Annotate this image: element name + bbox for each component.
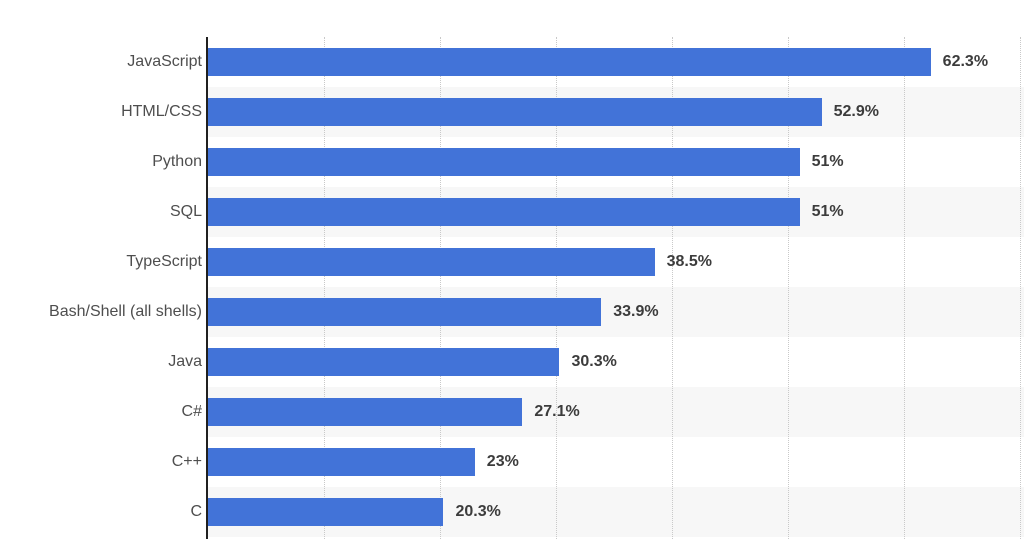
plot-area: 62.3% 52.9% 51% 51% 38.5% 33.9% 30.3% 27.1% 23% 2… (206, 37, 1024, 539)
gridlines-layer (208, 37, 1021, 539)
gridline-10pct (324, 37, 325, 539)
gridline-70pct (1020, 37, 1021, 539)
bar-row: 23% (208, 437, 1020, 487)
bar (208, 298, 602, 326)
bar (208, 198, 800, 226)
category-label: C# (181, 403, 202, 420)
bar-row: 51% (208, 137, 1020, 187)
value-label: 23% (486, 453, 519, 470)
bar-rows-layer: 62.3% 52.9% 51% 51% 38.5% 33.9% 30.3% 27.1% 23% 2… (208, 37, 1020, 539)
value-label: 38.5% (666, 253, 712, 270)
bar-row: 51% (208, 187, 1020, 237)
value-label: 51% (811, 153, 844, 170)
bar-row: 38.5% (208, 237, 1020, 287)
category-label: Java (168, 353, 202, 370)
value-label: 33.9% (613, 303, 659, 320)
value-label: 52.9% (833, 103, 879, 120)
gridline-20pct (440, 37, 441, 539)
value-label: 51% (811, 203, 844, 220)
category-label: Bash/Shell (all shells) (49, 303, 202, 320)
category-label: Python (152, 153, 202, 170)
bar (208, 398, 523, 426)
bar (208, 48, 931, 76)
category-label: C++ (171, 453, 202, 470)
bar-row: 30.3% (208, 337, 1020, 387)
gridline-40pct (672, 37, 673, 539)
value-label: 62.3% (942, 53, 989, 70)
category-label-column: JavaScript HTML/CSS Python SQL TypeScript Bas… (0, 37, 202, 537)
bar-row: 62.3% (208, 37, 1020, 87)
bar-row: 20.3% (208, 487, 1020, 537)
gridline-50pct (788, 37, 789, 539)
bar (208, 498, 444, 526)
bar (208, 148, 800, 176)
value-label: 27.1% (534, 403, 580, 420)
gridline-30pct (556, 37, 557, 539)
gridline-60pct (904, 37, 905, 539)
bar-row: 52.9% (208, 87, 1020, 137)
bar (208, 98, 822, 126)
bar-row: 33.9% (208, 287, 1020, 337)
value-label: 30.3% (571, 353, 617, 370)
category-label: JavaScript (127, 53, 202, 70)
bar (208, 448, 475, 476)
value-label: 20.3% (455, 503, 501, 520)
bar (208, 348, 560, 376)
category-label: TypeScript (126, 253, 202, 270)
bar-row: 27.1% (208, 387, 1020, 437)
category-label: SQL (169, 203, 202, 220)
category-label: HTML/CSS (121, 103, 202, 120)
bar (208, 248, 655, 276)
category-label: C (190, 503, 202, 520)
